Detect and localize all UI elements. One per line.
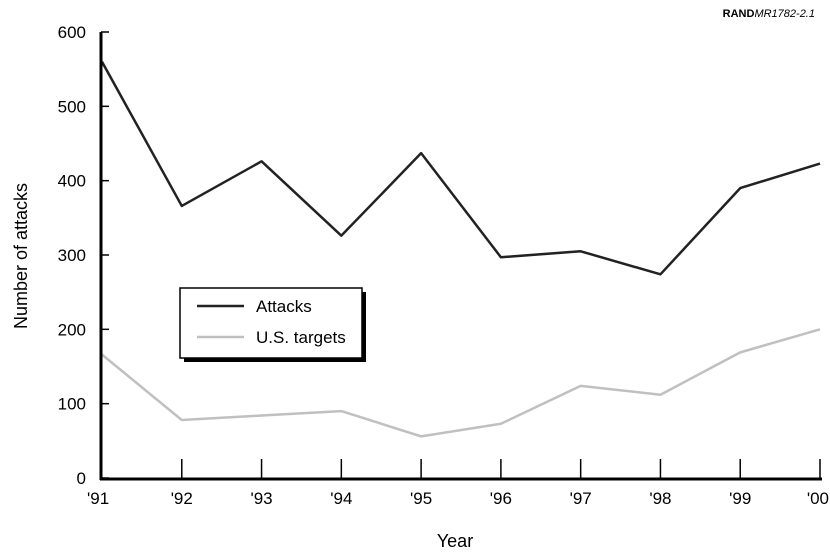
series-lines — [100, 61, 821, 438]
legend-label-us-targets: U.S. targets — [256, 328, 346, 347]
x-tick-label: '99 — [729, 489, 751, 508]
y-axis-title: Number of attacks — [11, 183, 31, 329]
y-tick-label: 600 — [58, 23, 86, 42]
y-tick-label: 400 — [58, 172, 86, 191]
y-tick-label: 0 — [77, 469, 86, 488]
series-line-u-s-targets — [101, 328, 821, 438]
x-tick-label: '98 — [649, 489, 671, 508]
series-line-attacks — [100, 61, 821, 276]
source-tag: RANDMR1782-2.1 — [723, 8, 815, 20]
x-tick-label: '00 — [807, 489, 829, 508]
y-axis-ticks: 0 100 200 300 400 500 600 — [58, 23, 109, 488]
y-tick-label: 500 — [58, 97, 86, 116]
x-tick-label: '95 — [410, 489, 432, 508]
legend-box — [179, 287, 363, 359]
x-axis-title: Year — [437, 531, 473, 551]
legend: Attacks U.S. targets — [179, 287, 366, 362]
y-tick-label: 200 — [58, 320, 86, 339]
legend-label-attacks: Attacks — [256, 297, 312, 316]
y-tick-label: 300 — [58, 246, 86, 265]
x-tick-label: '92 — [171, 489, 193, 508]
x-tick-label: '97 — [570, 489, 592, 508]
x-tick-label: '96 — [490, 489, 512, 508]
x-tick-label: '91 — [87, 489, 109, 508]
x-tick-label: '94 — [330, 489, 352, 508]
x-tick-label: '93 — [250, 489, 272, 508]
y-tick-label: 100 — [58, 395, 86, 414]
x-axis-ticks: '91 '92 '93 '94 '95 '96 '97 '98 '99 '00 — [87, 459, 829, 508]
